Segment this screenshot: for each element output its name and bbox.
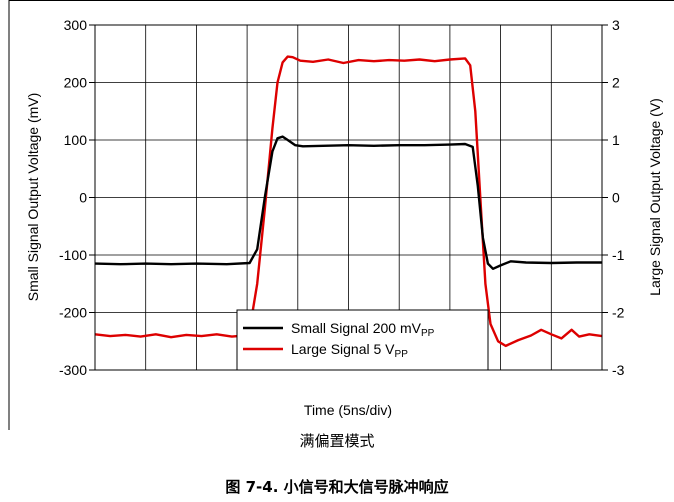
legend-label-small-signal: Small Signal 200 mVPP bbox=[291, 320, 435, 339]
grid bbox=[95, 25, 602, 370]
right-axis: 3 2 1 0 -1 -2 -3 bbox=[602, 17, 625, 378]
right-tick-label: 2 bbox=[612, 75, 620, 91]
series-line-large-signal bbox=[94, 55, 603, 348]
left-tick-label: -300 bbox=[59, 362, 87, 378]
left-tick-label: 100 bbox=[64, 132, 88, 148]
right-tick-label: 3 bbox=[612, 17, 620, 33]
left-tick-label: 300 bbox=[64, 17, 88, 33]
legend-large-signal-sub: PP bbox=[395, 349, 409, 360]
left-tick-label: -100 bbox=[59, 247, 87, 263]
legend: Small Signal 200 mVPP Large Signal 5 VPP bbox=[236, 309, 489, 371]
right-tick-label: 1 bbox=[612, 132, 620, 148]
legend-large-signal-main: Large Signal 5 V bbox=[291, 341, 395, 357]
left-tick-label: 0 bbox=[79, 190, 87, 206]
legend-label-large-signal: Large Signal 5 VPP bbox=[291, 341, 408, 360]
figure-caption: 图 7-4. 小信号和大信号脉冲响应 bbox=[225, 478, 449, 496]
legend-small-signal-sub: PP bbox=[421, 328, 435, 339]
series-line-small-signal bbox=[94, 135, 602, 270]
legend-box bbox=[236, 309, 489, 371]
right-tick-label: -3 bbox=[612, 362, 625, 378]
legend-small-signal-main: Small Signal 200 mV bbox=[291, 320, 422, 336]
series-layer bbox=[94, 55, 603, 348]
pulse-response-chart: 300 200 100 0 -100 -200 -300 3 2 1 0 -1 -2 -3 Small … bbox=[8, 0, 674, 430]
right-tick-label: -1 bbox=[612, 247, 625, 263]
y-axis-label: Small Signal Output Voltage (mV) bbox=[25, 93, 41, 302]
right-tick-label: -2 bbox=[612, 305, 625, 321]
x-axis-label: Time (5ns/div) bbox=[304, 402, 392, 418]
y2-axis-label: Large Signal Output Voltage (V) bbox=[647, 98, 663, 296]
left-axis: 300 200 100 0 -100 -200 -300 bbox=[59, 17, 95, 378]
left-tick-label: -200 bbox=[59, 305, 87, 321]
chart-subtitle: 满偏置模式 bbox=[299, 432, 375, 450]
left-tick-label: 200 bbox=[64, 75, 88, 91]
right-tick-label: 0 bbox=[612, 190, 620, 206]
